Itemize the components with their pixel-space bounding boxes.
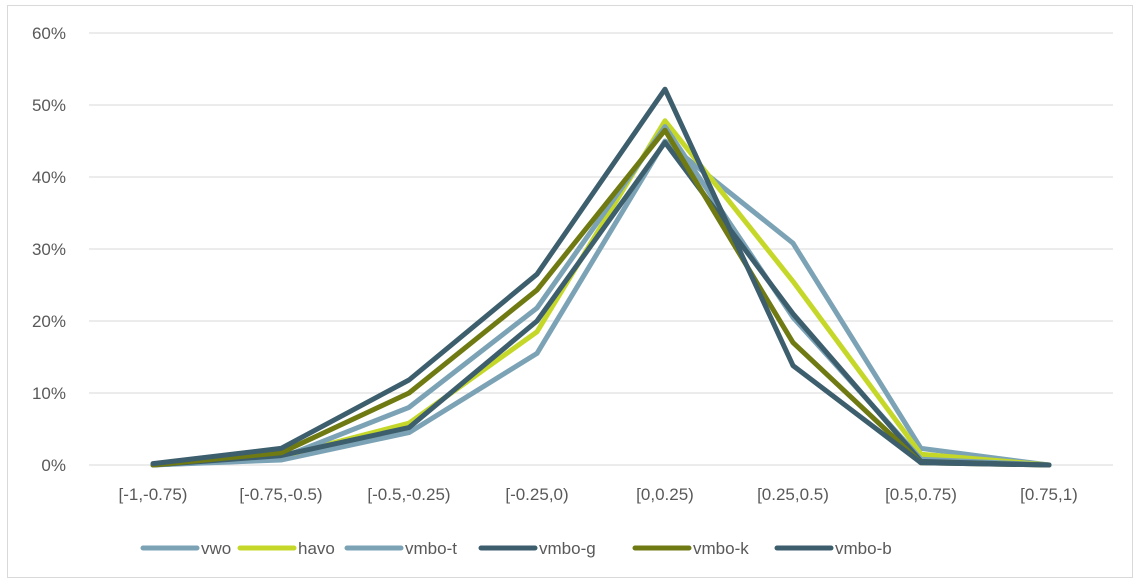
x-tick-label: [-0.25,0): [505, 485, 568, 504]
legend-label: vwo: [201, 539, 231, 558]
legend-item-vwo: vwo: [140, 539, 231, 558]
x-tick-label: [-0.5,-0.25): [367, 485, 450, 504]
legend-item-vmbo-k: vmbo-k: [632, 539, 749, 558]
series-line-havo: [150, 118, 1052, 468]
y-tick-label: 60%: [32, 24, 66, 43]
legend-label: vmbo-t: [405, 539, 457, 558]
y-tick-label: 10%: [32, 384, 66, 403]
y-tick-label: 50%: [32, 96, 66, 115]
series-lines: [150, 86, 1052, 468]
y-tick-label: 20%: [32, 312, 66, 331]
y-tick-label: 40%: [32, 168, 66, 187]
legend-label: vmbo-g: [539, 539, 596, 558]
series-line-vmbo-g: [150, 139, 1052, 468]
legend-label: vmbo-b: [835, 539, 892, 558]
series-line-vmbo-b: [150, 86, 1052, 468]
x-tick-label: [-1,-0.75): [119, 485, 188, 504]
legend-item-vmbo-g: vmbo-g: [478, 539, 596, 558]
x-tick-label: [0.5,0.75): [885, 485, 957, 504]
x-axis-tick-labels: [-1,-0.75) [-0.75,-0.5) [-0.5,-0.25) [-0.25…: [119, 485, 1078, 504]
x-tick-label: [0.25,0.5): [757, 485, 829, 504]
y-tick-label: 0%: [41, 456, 66, 475]
series-line-vwo: [150, 138, 1052, 468]
legend-label: vmbo-k: [693, 539, 749, 558]
x-tick-label: [0.75,1): [1020, 485, 1078, 504]
legend-label: havo: [298, 539, 335, 558]
legend-item-vmbo-t: vmbo-t: [344, 539, 457, 558]
y-axis-tick-labels: 0% 10% 20% 30% 40% 50% 60%: [32, 24, 66, 475]
y-tick-label: 30%: [32, 240, 66, 259]
x-tick-label: [0,0.25): [636, 485, 694, 504]
x-tick-label: [-0.75,-0.5): [239, 485, 322, 504]
series-line-vmbo-k: [150, 127, 1052, 468]
chart-area: [7, 5, 1133, 578]
legend: vwo havo vmbo-t vmbo-g vmbo-k vmbo-b: [140, 539, 892, 558]
legend-item-vmbo-b: vmbo-b: [774, 539, 892, 558]
legend-item-havo: havo: [237, 539, 335, 558]
